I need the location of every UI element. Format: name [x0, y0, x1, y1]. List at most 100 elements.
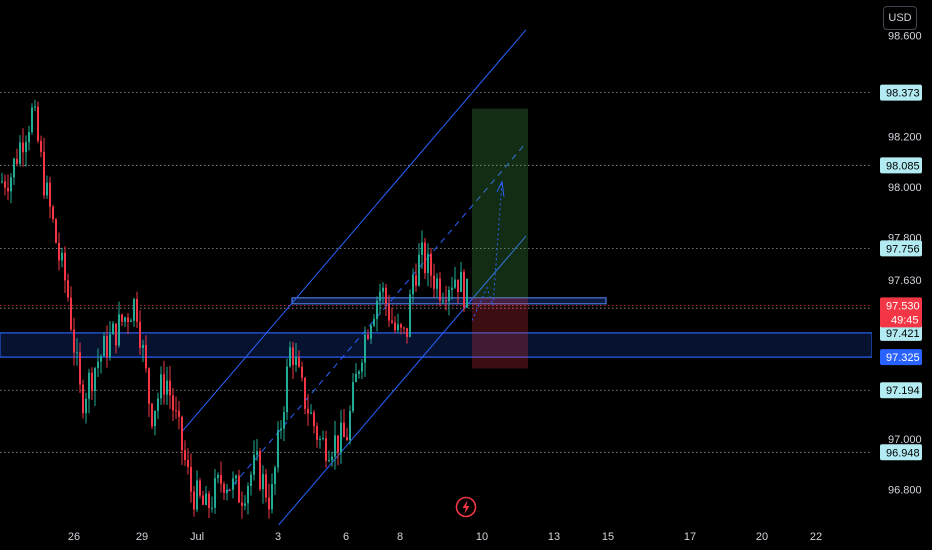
candle-body: [358, 371, 360, 374]
time-tick-label: 22: [810, 531, 822, 543]
candle-body: [49, 182, 51, 207]
time-tick-label: 15: [602, 531, 614, 543]
candle-body: [430, 253, 432, 276]
price-badge-label: 98.373: [886, 88, 920, 100]
price-badge-label: 97.194: [886, 385, 920, 397]
price-badge-bg: [880, 157, 922, 174]
candle-body: [364, 334, 366, 363]
time-tick-label: 29: [136, 531, 148, 543]
candle-body: [13, 158, 15, 178]
candle-body: [409, 294, 411, 337]
candle-body: [184, 450, 186, 460]
candle-body: [115, 323, 117, 346]
candle-body: [280, 428, 282, 431]
candle-body: [124, 317, 126, 322]
price-badge-label: 97.421: [886, 328, 920, 340]
candle-body: [466, 278, 468, 308]
candle-body: [265, 474, 267, 498]
projection-arrow[interactable]: [471, 180, 505, 321]
candle-body: [1, 181, 3, 183]
candle-body: [40, 140, 42, 152]
candle-body: [73, 329, 75, 353]
channel-bottom-line[interactable]: [269, 235, 527, 536]
currency-button[interactable]: USD: [883, 6, 917, 30]
candle-body: [52, 206, 54, 220]
candle-body: [385, 287, 387, 305]
candle-body: [229, 489, 231, 491]
candle-body: [436, 278, 438, 289]
price-badge-bg: [880, 84, 922, 101]
candle-body: [94, 368, 96, 391]
candle-body: [268, 497, 270, 510]
trend-channel[interactable]: [181, 29, 527, 536]
candle-body: [16, 158, 18, 164]
candle-body: [25, 142, 27, 153]
candle-body: [151, 403, 153, 427]
candle-body: [142, 344, 144, 349]
candle-body: [103, 335, 105, 357]
candle-body: [442, 300, 444, 302]
candle-body: [298, 357, 300, 367]
candle-body: [283, 412, 285, 429]
time-axis[interactable]: [0, 525, 872, 550]
candle-body: [112, 323, 114, 335]
candle-body: [301, 366, 303, 378]
candle-body: [397, 324, 399, 331]
candle-body: [337, 435, 339, 453]
candle-body: [352, 382, 354, 412]
candle-body: [28, 132, 30, 143]
candle-body: [367, 334, 369, 339]
price-badge-label: 97.756: [886, 243, 920, 255]
lightning-logo-icon: [455, 496, 477, 518]
candle-body: [439, 278, 441, 301]
candle-body: [34, 106, 36, 108]
candle-body: [394, 322, 396, 331]
price-tick-label: 98.000: [888, 182, 922, 194]
last-price-badge-bg: [880, 297, 922, 328]
candle-body: [349, 411, 351, 441]
candle-body: [355, 373, 357, 383]
time-tick-label: 8: [397, 531, 403, 543]
candle-body: [148, 368, 150, 404]
countdown-label: 49:45: [891, 314, 919, 326]
price-badge-bg: [880, 324, 922, 341]
support-zone[interactable]: [0, 297, 873, 358]
channel-top-line[interactable]: [181, 29, 527, 432]
price-tick-label: 98.600: [888, 30, 922, 42]
candle-body: [289, 347, 291, 367]
candle-body: [406, 328, 408, 337]
candle-body: [304, 377, 306, 409]
price-badge-bg: [880, 382, 922, 399]
candle-body: [82, 384, 84, 414]
candle-body: [256, 451, 258, 455]
time-tick-label: 26: [68, 531, 80, 543]
candle-body: [421, 242, 423, 255]
stop-area[interactable]: [472, 297, 528, 369]
candle-body: [433, 275, 435, 289]
candle-body: [334, 435, 336, 457]
price-tick-label: 97.000: [888, 434, 922, 446]
candle-body: [250, 474, 252, 487]
time-axis-ticks: 26 29 Jul 3 6 8 10 13 15 17 20 22: [68, 531, 822, 543]
candle-body: [238, 475, 240, 503]
candle-body: [175, 410, 177, 412]
long-position-tool[interactable]: [472, 108, 528, 369]
projection-arrowhead[interactable]: [496, 180, 505, 197]
projection-path[interactable]: [471, 181, 503, 321]
candle-body: [169, 380, 171, 396]
candle-body: [445, 300, 447, 302]
candle-body: [100, 356, 102, 362]
candle-body: [448, 289, 450, 302]
candle-body: [343, 422, 345, 438]
candle-body: [79, 352, 81, 385]
candle-body: [43, 151, 45, 196]
candle-body: [277, 430, 279, 468]
price-badge-bg: [880, 444, 922, 461]
candle-body: [460, 271, 462, 292]
support-zone-rect[interactable]: [0, 332, 873, 358]
candle-body: [400, 324, 402, 328]
target-area[interactable]: [472, 108, 528, 298]
candle-body: [214, 478, 216, 508]
candle-body: [10, 177, 12, 192]
